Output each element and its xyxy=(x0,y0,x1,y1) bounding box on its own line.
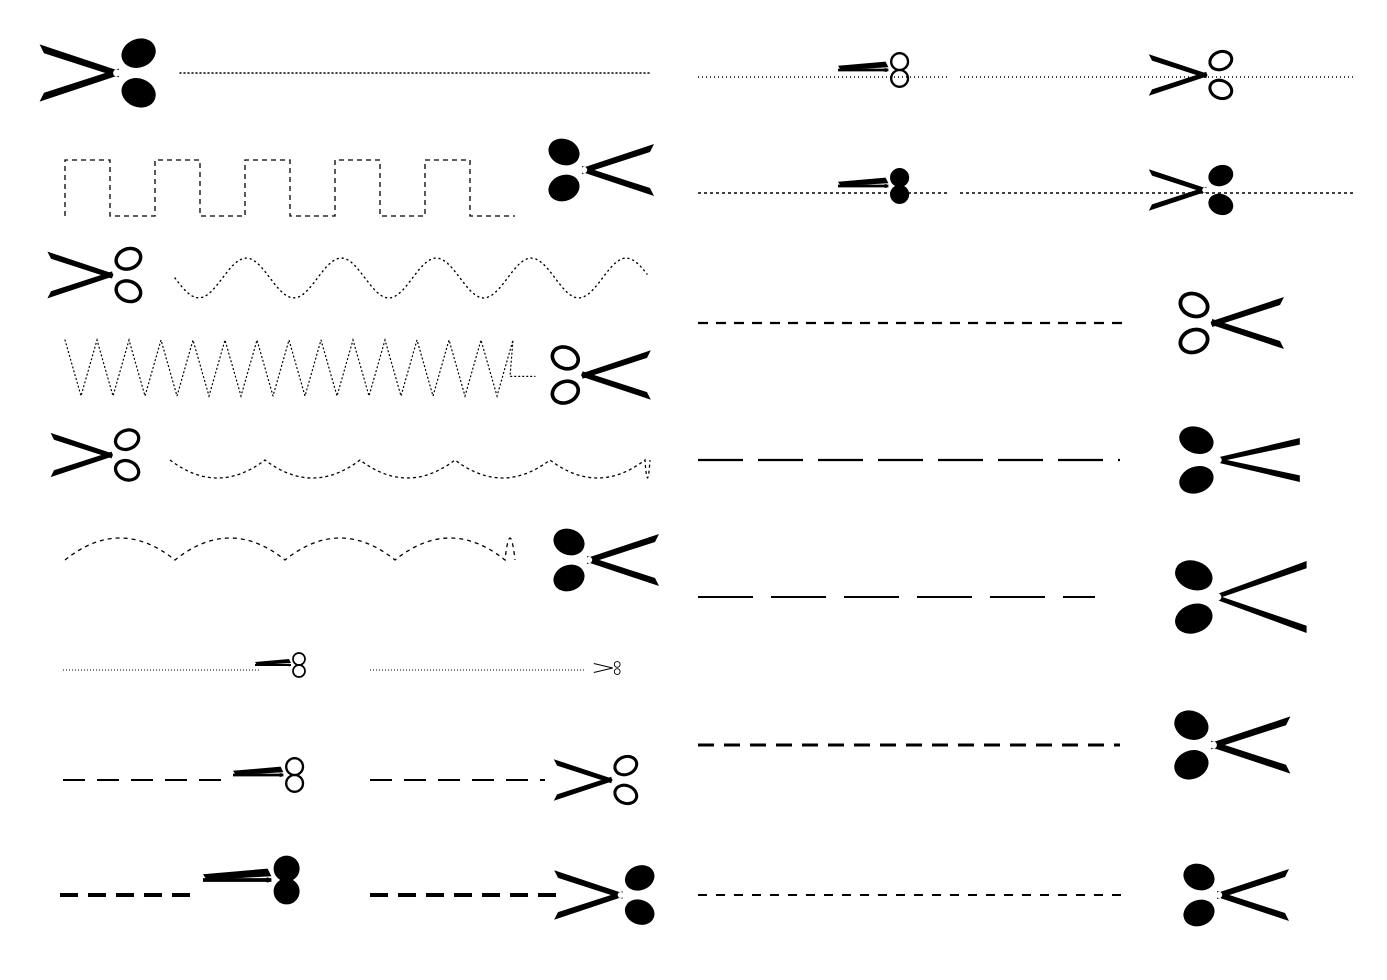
cut-lines-sheet xyxy=(0,0,1387,980)
scissors-icon xyxy=(1178,425,1300,496)
scissors-icon xyxy=(547,137,654,204)
scissors-icon xyxy=(203,857,298,903)
scissors-icon xyxy=(47,245,143,305)
scissors-icon xyxy=(255,653,305,677)
scissors-icon xyxy=(1173,708,1291,782)
cut-line xyxy=(170,460,650,478)
scissors-icon xyxy=(549,343,651,407)
cut-line xyxy=(175,258,647,298)
scissors-icon xyxy=(552,527,659,594)
scissors-icon xyxy=(1177,290,1284,357)
scissors-icon xyxy=(554,863,656,927)
scissors-icon xyxy=(1149,163,1235,217)
scissors-icon xyxy=(838,53,908,87)
scissors-icon xyxy=(838,169,908,203)
scissors-icon xyxy=(233,758,303,792)
scissors-icon xyxy=(1174,558,1307,635)
scissors-icon xyxy=(1149,48,1235,102)
scissors-icon xyxy=(51,427,142,484)
scissors-icon xyxy=(1182,862,1289,929)
scissors-icon xyxy=(40,36,158,110)
cut-line xyxy=(65,340,535,396)
cut-line xyxy=(65,160,515,216)
cut-line xyxy=(65,538,515,560)
scissors-icon xyxy=(594,662,620,675)
scissors-icon xyxy=(554,753,640,807)
